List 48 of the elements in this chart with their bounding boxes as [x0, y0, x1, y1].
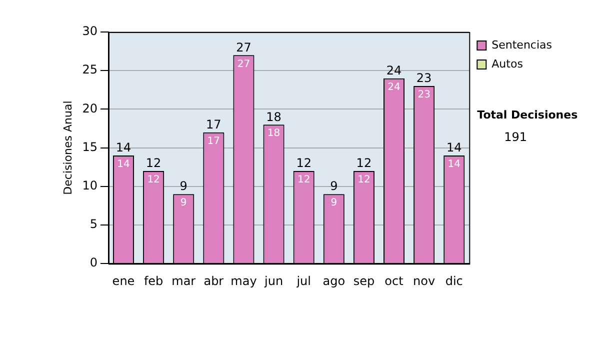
total-label: 23: [416, 71, 432, 86]
x-tick-label: mar: [172, 274, 196, 288]
x-tick-label: nov: [413, 274, 436, 288]
y-axis-title: Decisiones Anual: [61, 100, 74, 195]
x-tick-label: oct: [384, 274, 404, 288]
x-tick-label: feb: [144, 274, 164, 288]
data-label: 27: [237, 58, 250, 70]
text: Total Decisiones: [477, 108, 578, 122]
total-label: 14: [116, 140, 132, 155]
y-tick-label: 25: [82, 62, 98, 77]
data-label: 24: [388, 82, 400, 93]
text: 191: [504, 130, 528, 144]
y-tick-label: 20: [82, 101, 98, 116]
data-label: 9: [180, 198, 187, 209]
data-label: 14: [117, 159, 130, 170]
data-label: 23: [418, 90, 430, 101]
data-label: 18: [267, 128, 280, 140]
total-label: 24: [386, 63, 402, 78]
total-label: 9: [180, 179, 188, 194]
legend-label: Sentencias: [492, 38, 552, 52]
x-tick-label: ago: [322, 274, 346, 288]
x-tick-label: dic: [445, 274, 463, 288]
legend-label: Autos: [492, 57, 524, 70]
data-label: 9: [330, 198, 338, 209]
x-tick-label: ene: [112, 274, 135, 288]
y-tick-label: 15: [82, 140, 98, 154]
total-label: 27: [236, 40, 252, 54]
x-tick-label: jul: [296, 274, 311, 288]
total-label: 12: [296, 156, 312, 170]
total-label: 17: [206, 117, 222, 132]
total-label: 18: [266, 110, 282, 124]
total-label: 12: [146, 156, 162, 170]
y-tick-label: 5: [90, 217, 98, 232]
y-tick-label: 30: [82, 24, 98, 38]
data-label: 12: [358, 174, 370, 186]
total-label: 12: [356, 156, 372, 170]
data-label: 17: [207, 136, 220, 147]
x-tick-label: jun: [264, 274, 284, 288]
y-tick-label: 0: [90, 256, 98, 270]
total-label: 9: [330, 179, 338, 194]
x-tick-label: abr: [204, 274, 224, 288]
y-tick-label: 10: [82, 178, 98, 193]
x-tick-label: sep: [353, 274, 375, 288]
data-label: 14: [448, 159, 460, 170]
x-tick-label: may: [230, 274, 257, 288]
data-label: 12: [297, 174, 310, 186]
data-label: 12: [147, 174, 160, 186]
total-label: 14: [446, 140, 462, 155]
